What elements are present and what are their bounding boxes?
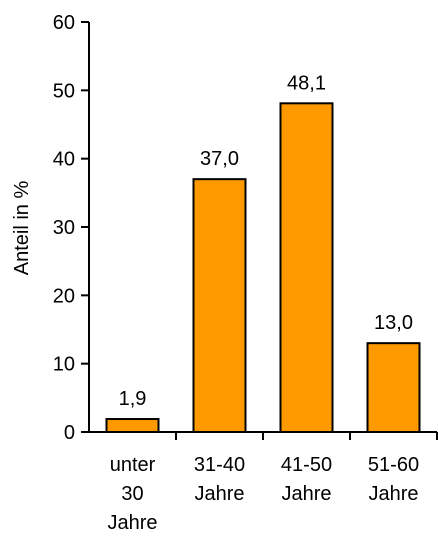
y-tick-label: 20 [53,285,75,307]
data-label: 48,1 [287,72,326,94]
bar [366,342,421,433]
bar [192,178,247,433]
data-label: 37,0 [200,148,239,170]
y-tick-label: 40 [53,149,75,171]
data-label: 1,9 [119,388,147,410]
y-axis: 0 10 20 30 40 50 60 [53,12,90,444]
x-axis: unter 30 Jahre 31-40 Jahre 41-50 Jahre 51-60 Jah… [89,431,438,534]
bar [105,418,160,433]
y-tick-label: 30 [53,217,75,239]
x-tick-label: 41-50 Jahre [281,454,332,505]
x-tick-label: unter 30 Jahre [107,454,157,534]
y-tick-label: 60 [53,12,75,34]
x-tick-label: 51-60 Jahre [368,454,419,505]
y-tick-label: 0 [64,422,75,444]
x-tick-label: 31-40 Jahre [194,454,245,505]
y-tick-label: 50 [53,80,75,102]
data-label: 13,0 [374,312,413,334]
bars [105,102,421,433]
y-axis-title: Anteil in % [11,181,33,276]
y-tick-label: 10 [53,354,75,376]
bar [279,102,334,433]
data-labels: 1,9 37,0 48,1 13,0 [119,72,413,410]
